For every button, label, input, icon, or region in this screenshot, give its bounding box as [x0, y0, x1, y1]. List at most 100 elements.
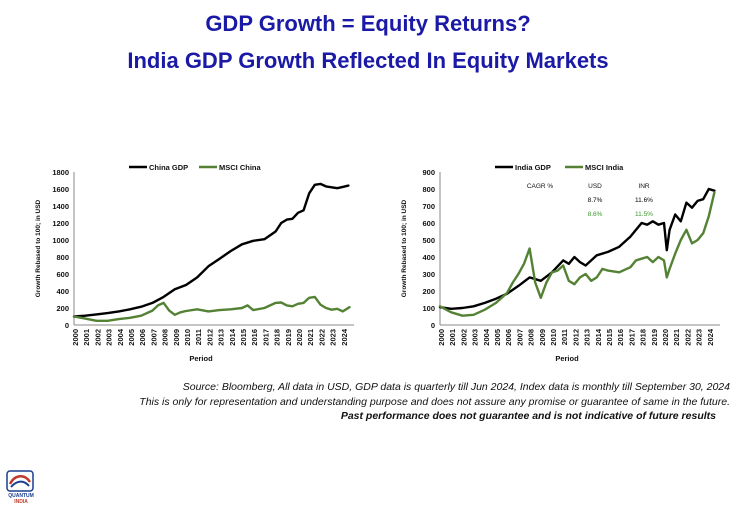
cagr-value: 11.5%: [635, 211, 653, 218]
legend-label-msci-india: MSCI India: [585, 163, 624, 172]
x-tick-label: 2007: [515, 329, 524, 346]
x-tick-label: 2023: [329, 329, 338, 346]
india-gdp-line: [438, 187, 716, 311]
y-tick-label: 1200: [52, 219, 69, 228]
x-tick-label: 2024: [706, 328, 715, 346]
x-tick-label: 2016: [616, 329, 625, 346]
x-tick-label: 2013: [583, 329, 592, 346]
china-gdp-line: [72, 182, 350, 318]
x-tick-label: 2000: [437, 329, 446, 346]
legend-label-india-gdp: India GDP: [515, 163, 551, 172]
x-tick-label: 2008: [527, 329, 536, 346]
logo-text-india: INDIA: [14, 499, 28, 505]
x-tick-label: 2010: [549, 329, 558, 346]
legend-label-china-gdp: China GDP: [149, 163, 188, 172]
y-tick-label: 100: [422, 304, 435, 313]
y-tick-label: 1800: [52, 168, 69, 177]
x-tick-label: 2013: [217, 329, 226, 346]
x-tick-label: 2005: [493, 329, 502, 346]
x-tick-label: 2014: [228, 328, 237, 346]
x-tick-label: 2016: [250, 329, 259, 346]
y-tick-label: 0: [65, 321, 69, 330]
x-tick-label: 2009: [172, 329, 181, 346]
x-tick-label: 2006: [138, 329, 147, 346]
x-tick-label: 2003: [105, 329, 114, 346]
cagr-header-inr: INR: [638, 183, 650, 190]
cagr-value: 11.6%: [635, 197, 653, 204]
x-tick-label: 2010: [183, 329, 192, 346]
past-performance-note: Past performance does not guarantee and …: [340, 410, 716, 422]
x-tick-label: 2024: [340, 328, 349, 346]
x-tick-label: 2020: [661, 329, 670, 346]
x-tick-label: 2014: [594, 328, 603, 346]
source-note: Source: Bloomberg, All data in USD, GDP …: [182, 381, 730, 393]
x-tick-label: 2012: [205, 329, 214, 346]
india-chart: 0 100 200 300 400 500 600 700 800 900 2000 2001 2002…: [401, 163, 720, 363]
x-tick-label: 2011: [560, 329, 569, 345]
x-tick-label: 2006: [504, 329, 513, 346]
y-tick-label: 200: [56, 304, 69, 313]
y-tick-label: 1000: [52, 236, 69, 245]
msci-china-line: [72, 295, 351, 323]
y-axis-title: Growth Rebased to 100; in USD: [401, 199, 408, 297]
cagr-value: 8.6%: [588, 211, 603, 218]
y-tick-label: 200: [422, 287, 435, 296]
x-tick-label: 2019: [284, 329, 293, 346]
y-tick-label: 300: [422, 270, 435, 279]
y-tick-label: 400: [422, 253, 435, 262]
x-tick-label: 2022: [683, 329, 692, 346]
y-tick-label: 1600: [52, 185, 69, 194]
page-title-line-1: GDP Growth = Equity Returns?: [205, 11, 531, 36]
x-tick-label: 2007: [149, 329, 158, 346]
disclaimer-note: This is only for representation and unde…: [139, 396, 730, 408]
y-axis-title: Growth Rebased to 100; in USD: [35, 199, 42, 297]
y-tick-label: 500: [422, 236, 435, 245]
x-tick-label: 2022: [317, 329, 326, 346]
x-tick-label: 2011: [194, 329, 203, 345]
x-tick-label: 2015: [605, 329, 614, 346]
cagr-header-cagr: CAGR %: [527, 183, 554, 190]
x-tick-label: 2003: [471, 329, 480, 346]
y-tick-label: 600: [56, 270, 69, 279]
x-tick-label: 2017: [627, 329, 636, 346]
x-tick-label: 2001: [82, 329, 91, 346]
y-tick-label: 400: [56, 287, 69, 296]
legend-label-msci-china: MSCI China: [219, 163, 261, 172]
y-tick-label: 800: [422, 185, 435, 194]
x-tick-label: 2000: [71, 329, 80, 346]
x-tick-label: 2002: [93, 329, 102, 346]
x-tick-label: 2004: [116, 328, 125, 346]
y-tick-label: 700: [422, 202, 435, 211]
cagr-value: 8.7%: [588, 197, 603, 204]
x-tick-label: 2009: [538, 329, 547, 346]
x-tick-label: 2001: [448, 329, 457, 346]
x-tick-label: 2023: [695, 329, 704, 346]
x-tick-label: 2015: [239, 329, 248, 346]
x-tick-label: 2021: [306, 329, 315, 346]
x-tick-label: 2005: [127, 329, 136, 346]
cagr-header-usd: USD: [588, 183, 602, 190]
x-tick-label: 2017: [261, 329, 270, 346]
x-axis-title: Period: [189, 354, 213, 363]
logo-text-quantum: QUANTUM: [8, 493, 34, 499]
x-tick-label: 2012: [571, 329, 580, 346]
msci-india-line: [438, 191, 716, 317]
y-tick-label: 900: [422, 168, 435, 177]
x-tick-label: 2021: [672, 329, 681, 346]
y-tick-label: 0: [431, 321, 435, 330]
y-tick-label: 1400: [52, 202, 69, 211]
x-tick-label: 2018: [639, 329, 648, 346]
x-tick-label: 2008: [161, 329, 170, 346]
x-tick-label: 2020: [295, 329, 304, 346]
y-tick-label: 600: [422, 219, 435, 228]
x-tick-label: 2002: [459, 329, 468, 346]
x-axis-title: Period: [555, 354, 579, 363]
x-tick-label: 2004: [482, 328, 491, 346]
quantum-logo: QUANTUM INDIA: [4, 470, 38, 508]
y-tick-label: 800: [56, 253, 69, 262]
quantum-logo-mark-icon: [6, 470, 34, 492]
x-tick-label: 2019: [650, 329, 659, 346]
x-tick-label: 2018: [273, 329, 282, 346]
page-title-line-2: India GDP Growth Reflected In Equity Mar…: [127, 48, 609, 73]
